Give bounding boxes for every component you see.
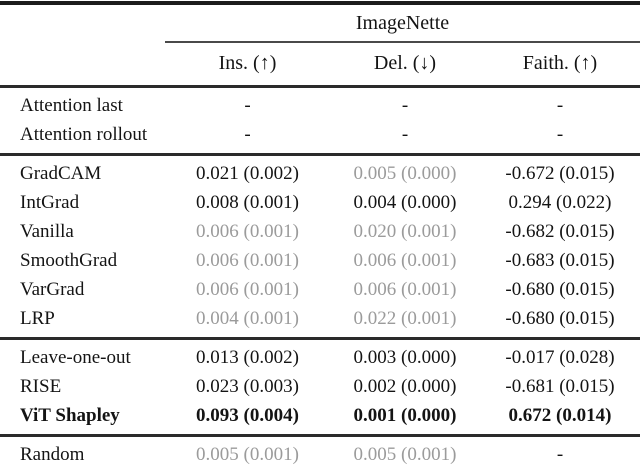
column-header-insertion: Ins. (↑) xyxy=(218,52,277,74)
metric-cell: 0.672 (0.014) xyxy=(508,405,612,426)
group-header-row: ImageNette xyxy=(0,3,640,43)
metric-cell: 0.001 (0.000) xyxy=(353,405,457,426)
metric-cell: -0.683 (0.015) xyxy=(505,250,615,271)
metric-cell: 0.006 (0.001) xyxy=(353,279,457,300)
column-header-faithfulness: Faith. (↑) xyxy=(522,52,598,74)
metric-cell: 0.005 (0.001) xyxy=(353,444,457,465)
table-row: Attention last - - - xyxy=(0,87,640,121)
metric-cell: 0.093 (0.004) xyxy=(196,405,299,426)
method-label: Random xyxy=(20,444,85,465)
method-label: Attention rollout xyxy=(20,124,148,145)
table-row: VarGrad 0.006 (0.001) 0.006 (0.001) -0.680 … xyxy=(0,275,640,304)
table-section-2: Leave-one-out 0.013 (0.002) 0.003 (0.000) -… xyxy=(0,338,640,436)
metric-cell: 0.005 (0.001) xyxy=(196,444,299,465)
metric-cell: -0.680 (0.015) xyxy=(505,308,615,329)
metric-cell: - xyxy=(401,124,409,145)
method-label: VarGrad xyxy=(20,279,85,300)
table-row: ViT Shapley 0.093 (0.004) 0.001 (0.000) 0.6… xyxy=(0,401,640,436)
group-header-spacer xyxy=(0,3,165,42)
dataset-group-header: ImageNette xyxy=(165,3,640,43)
metric-cell: 0.008 (0.001) xyxy=(196,192,299,213)
metric-cell: 0.006 (0.001) xyxy=(353,250,457,271)
table-row: Attention rollout - - - xyxy=(0,120,640,155)
table-section-1: GradCAM 0.021 (0.002) 0.005 (0.000) -0.672 … xyxy=(0,154,640,339)
metric-cell: - xyxy=(244,95,251,116)
metric-cell: 0.006 (0.001) xyxy=(196,250,299,271)
metric-cell: - xyxy=(556,444,564,465)
method-column-spacer xyxy=(0,42,165,87)
metric-cell: 0.013 (0.002) xyxy=(196,347,299,368)
metric-cell: -0.672 (0.015) xyxy=(505,163,615,184)
table-row: RISE 0.023 (0.003) 0.002 (0.000) -0.681 (0.… xyxy=(0,372,640,401)
table-row: Vanilla 0.006 (0.001) 0.020 (0.001) -0.682 … xyxy=(0,217,640,246)
metric-cell: - xyxy=(556,95,564,116)
method-label: RISE xyxy=(20,376,62,397)
method-label: IntGrad xyxy=(20,192,80,213)
metric-cell: - xyxy=(401,95,409,116)
metric-cell: 0.006 (0.001) xyxy=(196,279,299,300)
metric-cell: 0.004 (0.001) xyxy=(196,308,299,329)
table-row: GradCAM 0.021 (0.002) 0.005 (0.000) -0.672 … xyxy=(0,155,640,189)
table-section-3: Random 0.005 (0.001) 0.005 (0.001) - xyxy=(0,435,640,471)
table-section-0: Attention last - - - Attention rollout - - - xyxy=(0,87,640,155)
table-row: Random 0.005 (0.001) 0.005 (0.001) - xyxy=(0,436,640,471)
metric-cell: 0.023 (0.003) xyxy=(196,376,299,397)
metric-cell: 0.022 (0.001) xyxy=(353,308,457,329)
metric-cell: 0.004 (0.000) xyxy=(353,192,457,213)
column-header-deletion: Del. (↓) xyxy=(373,52,437,74)
method-label: LRP xyxy=(20,308,55,329)
metric-cell: 0.020 (0.001) xyxy=(353,221,457,242)
metric-cell: -0.680 (0.015) xyxy=(505,279,615,300)
metric-cell: 0.294 (0.022) xyxy=(508,192,612,213)
table-row: LRP 0.004 (0.001) 0.022 (0.001) -0.680 (0.0… xyxy=(0,304,640,339)
metric-cell: 0.006 (0.001) xyxy=(196,221,299,242)
table-row: SmoothGrad 0.006 (0.001) 0.006 (0.001) -0.6… xyxy=(0,246,640,275)
method-label: GradCAM xyxy=(20,163,102,184)
method-label: Leave-one-out xyxy=(20,347,131,368)
metric-cell: - xyxy=(556,124,564,145)
metric-cell: 0.003 (0.000) xyxy=(353,347,457,368)
metric-cell: 0.021 (0.002) xyxy=(196,163,299,184)
metric-cell: -0.017 (0.028) xyxy=(505,347,615,368)
table-row: IntGrad 0.008 (0.001) 0.004 (0.000) 0.294 (… xyxy=(0,188,640,217)
method-label: Vanilla xyxy=(20,221,74,242)
method-label: SmoothGrad xyxy=(20,250,118,271)
method-label: Attention last xyxy=(20,95,123,116)
metric-cell: -0.681 (0.015) xyxy=(505,376,615,397)
metric-cell: -0.682 (0.015) xyxy=(505,221,615,242)
table-row: Leave-one-out 0.013 (0.002) 0.003 (0.000) -… xyxy=(0,339,640,373)
metric-cell: 0.002 (0.000) xyxy=(353,376,457,397)
metric-cell: 0.005 (0.000) xyxy=(353,163,457,184)
metric-cell: - xyxy=(244,124,251,145)
table-head: ImageNette Ins. (↑) Del. (↓) Faith. (↑) xyxy=(0,3,640,87)
column-header-row: Ins. (↑) Del. (↓) Faith. (↑) xyxy=(0,42,640,87)
method-label: ViT Shapley xyxy=(20,405,120,426)
